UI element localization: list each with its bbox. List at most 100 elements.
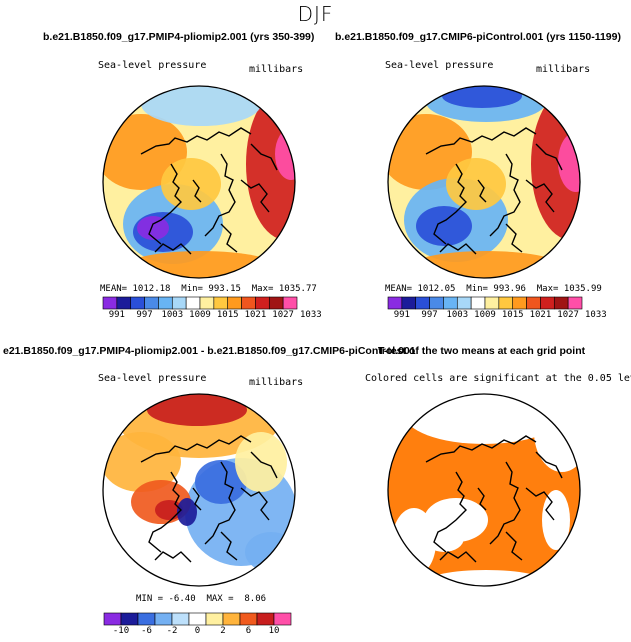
field-region [141, 86, 261, 126]
max-label: Max= [251, 284, 274, 294]
case-title-difference: e21.B1850.f09_g17.PMIP4-pliomip2.001 - b… [3, 345, 416, 357]
case-title-pliomip2: b.e21.B1850.f09_g17.PMIP4-pliomip2.001 (… [43, 31, 315, 43]
field-region [121, 251, 281, 278]
colorbar-swatch [103, 612, 122, 626]
colorbar-swatch [205, 612, 224, 626]
field-region [137, 216, 169, 240]
colorbar-swatch [387, 296, 403, 310]
colorbar-swatch [567, 296, 583, 310]
coastline [192, 179, 202, 203]
colorbar-swatch [401, 296, 417, 310]
colorbar-swatch [213, 296, 229, 310]
colorbar-swatch [154, 612, 173, 626]
panel4-note-label: Colored cells are significant at the 0.0… [365, 373, 631, 384]
colorbar-swatch [171, 296, 187, 310]
coastline [220, 223, 238, 253]
colorbar-swatch [130, 296, 145, 310]
colorbar-tick-label: 1003 [161, 310, 184, 320]
panel2-units-label: millibars [536, 64, 591, 75]
panel1-stats: MEAN= 1012.18 Min= 993.15 Max= 1035.77 [100, 284, 317, 294]
colorbar-tick-label: 991 [393, 310, 410, 320]
field-region [161, 158, 221, 210]
mean-value: 1012.05 [417, 284, 456, 294]
colorbar-swatch [102, 296, 118, 310]
colorbar-picontrol [387, 296, 583, 310]
colorbar-tick-label: 1009 [474, 310, 496, 320]
map-ttest-significance [387, 393, 581, 587]
map-boundary [387, 393, 581, 587]
coastline [439, 551, 477, 563]
colorbar-tick-label: 1015 [501, 310, 524, 320]
colorbar-tick-label: 6 [245, 626, 252, 636]
field-region [245, 532, 295, 572]
coastline [425, 435, 537, 463]
colorbar-swatch [199, 296, 215, 310]
colorbar-swatch [540, 296, 555, 310]
max-value: 8.06 [244, 594, 267, 604]
min-value: 993.96 [493, 284, 526, 294]
colorbar-tick-label: -6 [141, 626, 152, 636]
colorbar-swatch [144, 296, 159, 310]
coastline [250, 451, 278, 479]
figure-title: DJF [297, 2, 334, 26]
coastline [525, 179, 555, 213]
colorbar-tick-label: 2 [220, 626, 226, 636]
colorbar-swatch [470, 296, 486, 310]
max-label: Max= [536, 284, 559, 294]
field-region [147, 394, 247, 426]
colorbar-tick-label: 1027 [272, 310, 294, 320]
coastline [535, 451, 563, 479]
colorbar-swatch [498, 296, 514, 310]
colorbar-swatch [526, 296, 541, 310]
colorbar-difference [103, 612, 292, 626]
colorbar-swatch [227, 296, 242, 310]
field-region [446, 158, 506, 210]
field-region [558, 132, 580, 192]
colorbar-tick-label: 0 [194, 626, 201, 636]
coastline [505, 531, 523, 561]
colorbar-swatch [185, 296, 201, 310]
colorbar-tick-label: 1009 [189, 310, 211, 320]
colorbar-tick-label: 1015 [216, 310, 239, 320]
coastline [204, 461, 236, 545]
coastline [505, 223, 523, 253]
colorbar-swatch [137, 612, 156, 626]
field-region [103, 114, 187, 190]
coastline [525, 487, 555, 521]
colorbar-swatch [415, 296, 430, 310]
min-label: Min= [181, 284, 203, 294]
colorbar-swatch [273, 612, 292, 626]
colorbar-tick-label: 10 [268, 626, 280, 636]
coastline [140, 127, 252, 155]
coastline [433, 471, 467, 553]
colorbar-tick-label: 1021 [244, 310, 267, 320]
map-boundary [102, 393, 296, 587]
min-label: MIN = [136, 594, 164, 604]
colorbar-tick-label: 1003 [446, 310, 469, 320]
coastline [192, 487, 202, 511]
min-value: -6.40 [168, 594, 196, 604]
colorbar-swatch [222, 612, 241, 626]
colorbar-swatch [239, 612, 258, 626]
non-significant-area [534, 394, 580, 472]
map-boundary [102, 85, 296, 279]
colorbar-swatch [484, 296, 500, 310]
coastline [439, 243, 477, 255]
coastline [140, 435, 252, 463]
mean-value: 1012.18 [132, 284, 171, 294]
map-boundary [387, 85, 581, 279]
colorbar-swatch [268, 296, 284, 310]
non-significant-area [426, 570, 546, 586]
field-region [177, 498, 197, 526]
colorbar-tick-label: 997 [136, 310, 153, 320]
coastline [204, 153, 236, 237]
map-pliomip2-slp [102, 85, 296, 279]
panel2-stats: MEAN= 1012.05 Min= 993.96 Max= 1035.99 [385, 284, 602, 294]
min-value: 993.15 [208, 284, 241, 294]
coastline [154, 243, 192, 255]
field-region [442, 86, 522, 108]
colorbar-pliomip2 [102, 296, 298, 310]
coastline [535, 143, 563, 171]
colorbar-swatch [456, 296, 472, 310]
coastline [154, 551, 192, 563]
